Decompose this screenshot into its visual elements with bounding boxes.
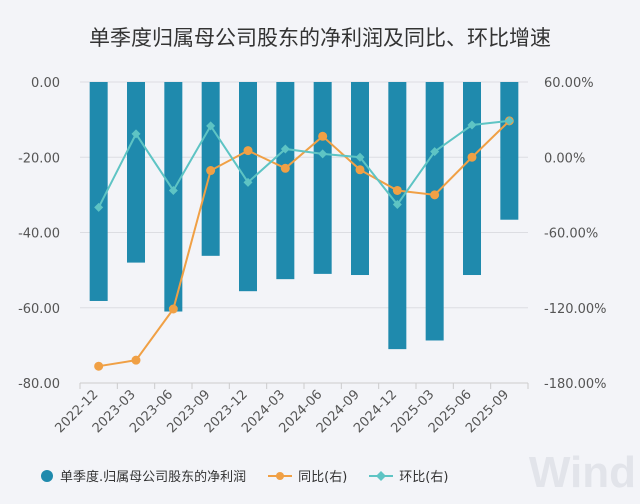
bar — [351, 82, 369, 276]
bar — [127, 82, 145, 263]
yoy-point — [355, 165, 365, 175]
qoq-point — [243, 177, 253, 187]
yoy-point — [243, 146, 253, 156]
legend-item-yoy[interactable]: 同比(右) — [268, 466, 347, 485]
qoq-point — [206, 121, 216, 131]
right-tick-label: -60.00% — [544, 227, 598, 242]
left-tick-label: 0.00 — [31, 76, 60, 91]
qoq-point — [280, 144, 290, 154]
legend-line-diamond-icon — [369, 470, 394, 481]
bar — [463, 82, 481, 276]
qoq-point — [467, 120, 477, 130]
bar — [425, 82, 444, 341]
qoq-line — [97, 119, 510, 208]
qoq-point — [430, 147, 440, 157]
qoq-point — [131, 129, 141, 139]
qoq-point — [318, 149, 328, 159]
right-tick-label: -120.00% — [544, 302, 607, 317]
chart-title: 单季度归属母公司股东的净利润及同比、环比增速 — [89, 26, 551, 50]
qoq-point — [355, 152, 365, 162]
yoy-point — [206, 166, 216, 176]
yoy-point — [430, 190, 440, 200]
yoy-point — [392, 185, 402, 195]
yoy-point — [131, 355, 141, 365]
qoq-point — [168, 185, 178, 195]
yoy-point — [168, 304, 178, 314]
legend: 单季度.归属母公司股东的净利润 同比(右) 环比(右) — [40, 466, 448, 485]
legend-item-qoq[interactable]: 环比(右) — [369, 466, 448, 485]
legend-label: 环比(右) — [399, 470, 449, 485]
qoq-point — [94, 202, 104, 212]
right-tick-label: 60.00% — [544, 76, 594, 91]
bar — [388, 82, 407, 350]
legend-label: 同比(右) — [298, 470, 348, 485]
right-tick-label: -180.00% — [544, 377, 607, 392]
bar — [164, 82, 183, 312]
bar — [500, 82, 519, 220]
qoq-point — [392, 200, 402, 210]
watermark: Wind — [528, 448, 636, 497]
legend-label: 单季度.归属母公司股东的净利润 — [60, 470, 247, 485]
bar — [313, 82, 332, 274]
right-tick-label: 0.00% — [544, 151, 585, 166]
left-tick-label: -60.00 — [18, 302, 60, 317]
yoy-point — [467, 152, 477, 162]
qoq-point — [504, 116, 514, 126]
yoy-point — [94, 361, 104, 371]
legend-line-circle-icon — [268, 471, 293, 480]
left-tick-label: -40.00 — [18, 227, 60, 242]
bar — [89, 82, 108, 301]
legend-item-profit[interactable]: 单季度.归属母公司股东的净利润 — [40, 466, 246, 485]
left-tick-label: -80.00 — [18, 377, 60, 392]
legend-circle-icon — [41, 469, 53, 482]
left-tick-label: -20.00 — [18, 151, 60, 166]
yoy-point — [318, 131, 328, 141]
yoy-point — [280, 163, 290, 173]
bar — [276, 82, 295, 280]
